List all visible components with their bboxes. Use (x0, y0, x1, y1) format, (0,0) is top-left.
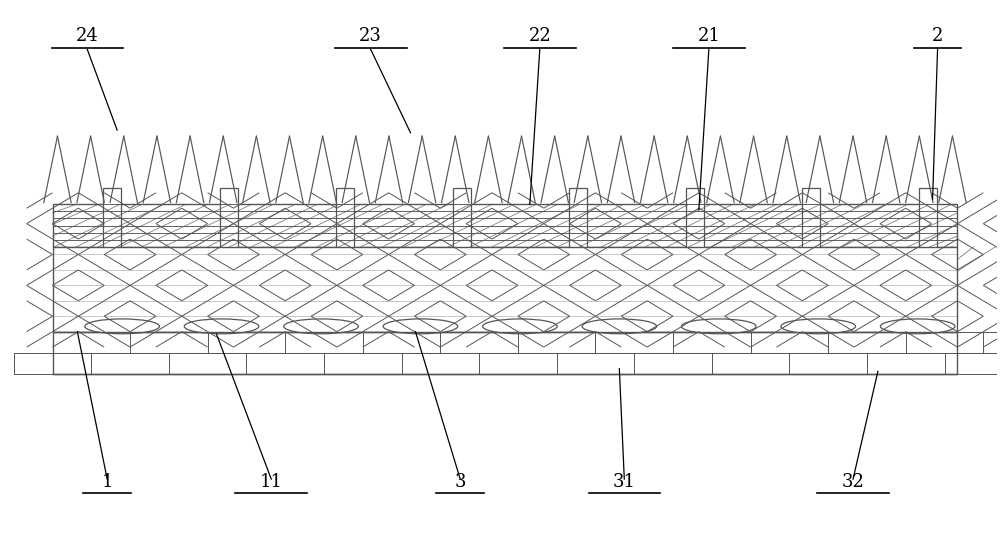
Ellipse shape (781, 250, 856, 266)
Ellipse shape (483, 319, 557, 334)
Polygon shape (53, 204, 957, 247)
Ellipse shape (582, 319, 657, 334)
Ellipse shape (284, 250, 358, 266)
Ellipse shape (85, 250, 159, 266)
Ellipse shape (880, 319, 955, 334)
Text: 21: 21 (697, 27, 720, 45)
Polygon shape (53, 247, 957, 332)
Text: 32: 32 (842, 473, 864, 491)
Polygon shape (802, 189, 820, 258)
Ellipse shape (582, 250, 657, 266)
Ellipse shape (383, 250, 458, 266)
Text: 22: 22 (528, 27, 551, 45)
Polygon shape (686, 189, 704, 258)
Polygon shape (336, 189, 354, 258)
Polygon shape (569, 189, 587, 258)
Polygon shape (919, 189, 937, 258)
Text: 11: 11 (260, 473, 283, 491)
Polygon shape (53, 332, 957, 374)
Ellipse shape (383, 319, 458, 334)
Ellipse shape (184, 319, 259, 334)
Text: 3: 3 (454, 473, 466, 491)
Text: 31: 31 (613, 473, 636, 491)
Polygon shape (53, 125, 957, 204)
Ellipse shape (681, 250, 756, 266)
Ellipse shape (483, 250, 557, 266)
Ellipse shape (85, 319, 159, 334)
Ellipse shape (880, 250, 955, 266)
Text: 1: 1 (101, 473, 113, 491)
Polygon shape (453, 189, 471, 258)
Text: 24: 24 (76, 27, 99, 45)
Ellipse shape (781, 319, 856, 334)
Polygon shape (220, 189, 238, 258)
Ellipse shape (681, 319, 756, 334)
Ellipse shape (284, 319, 358, 334)
Text: 23: 23 (359, 27, 382, 45)
Ellipse shape (184, 250, 259, 266)
Text: 2: 2 (932, 27, 943, 45)
Polygon shape (103, 189, 121, 258)
